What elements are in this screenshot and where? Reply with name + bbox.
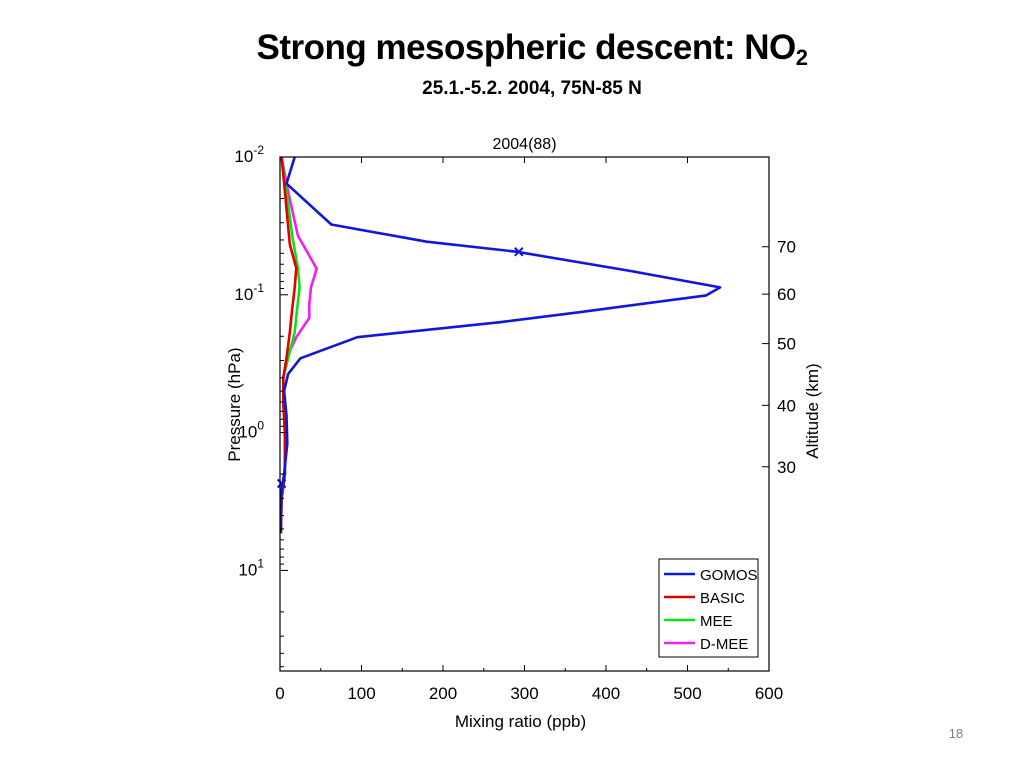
- x-tick-label: 0: [275, 684, 284, 703]
- y2-tick-label: 50: [777, 335, 796, 354]
- x-tick-label: 400: [592, 684, 620, 703]
- marker-stroke: [276, 478, 287, 489]
- y-tick-label: 100: [238, 419, 264, 442]
- marker-stroke: [514, 247, 524, 257]
- legend-label-basic: BASIC: [700, 590, 745, 607]
- legend-box: [658, 558, 759, 658]
- x-tick-label: 100: [347, 684, 375, 703]
- y-tick-label: 10-1: [234, 281, 264, 304]
- series-marker-gomos: [514, 247, 524, 257]
- y2-tick-label: 70: [777, 238, 796, 257]
- slide-subtitle: 25.1.-5.2. 2004, 75N-85 N: [422, 78, 642, 99]
- slide-title-subscript: 2: [795, 45, 808, 70]
- slide-title: Strong mesospheric descent: NO2: [0, 28, 1024, 71]
- series-marker-gomos: [276, 478, 287, 489]
- legend-label-gomos: GOMOS: [700, 567, 758, 584]
- y-tick-label: 101: [238, 556, 264, 579]
- series-line-gomos: [279, 156, 722, 534]
- y2-tick-label: 40: [777, 396, 796, 415]
- y-axis-label: Pressure (hPa): [225, 347, 244, 461]
- slide-title-text: Strong mesospheric descent: NO: [256, 28, 796, 67]
- x-tick-label: 300: [510, 684, 538, 703]
- y2-tick-label: 60: [777, 285, 796, 304]
- x-tick-label: 500: [673, 684, 701, 703]
- legend-label-mee: MEE: [700, 613, 733, 630]
- legend-label-d-mee: D-MEE: [700, 636, 748, 653]
- x-tick-label: 600: [755, 684, 783, 703]
- y-tick-label: 10-2: [234, 143, 264, 166]
- chart-title: 2004(88): [492, 136, 556, 153]
- y2-tick-label: 30: [777, 458, 796, 477]
- y2-axis-label: Altitude (km): [803, 363, 822, 458]
- page-number: 18: [948, 726, 964, 741]
- x-tick-label: 200: [429, 684, 457, 703]
- x-axis-label: Mixing ratio (ppb): [455, 712, 586, 731]
